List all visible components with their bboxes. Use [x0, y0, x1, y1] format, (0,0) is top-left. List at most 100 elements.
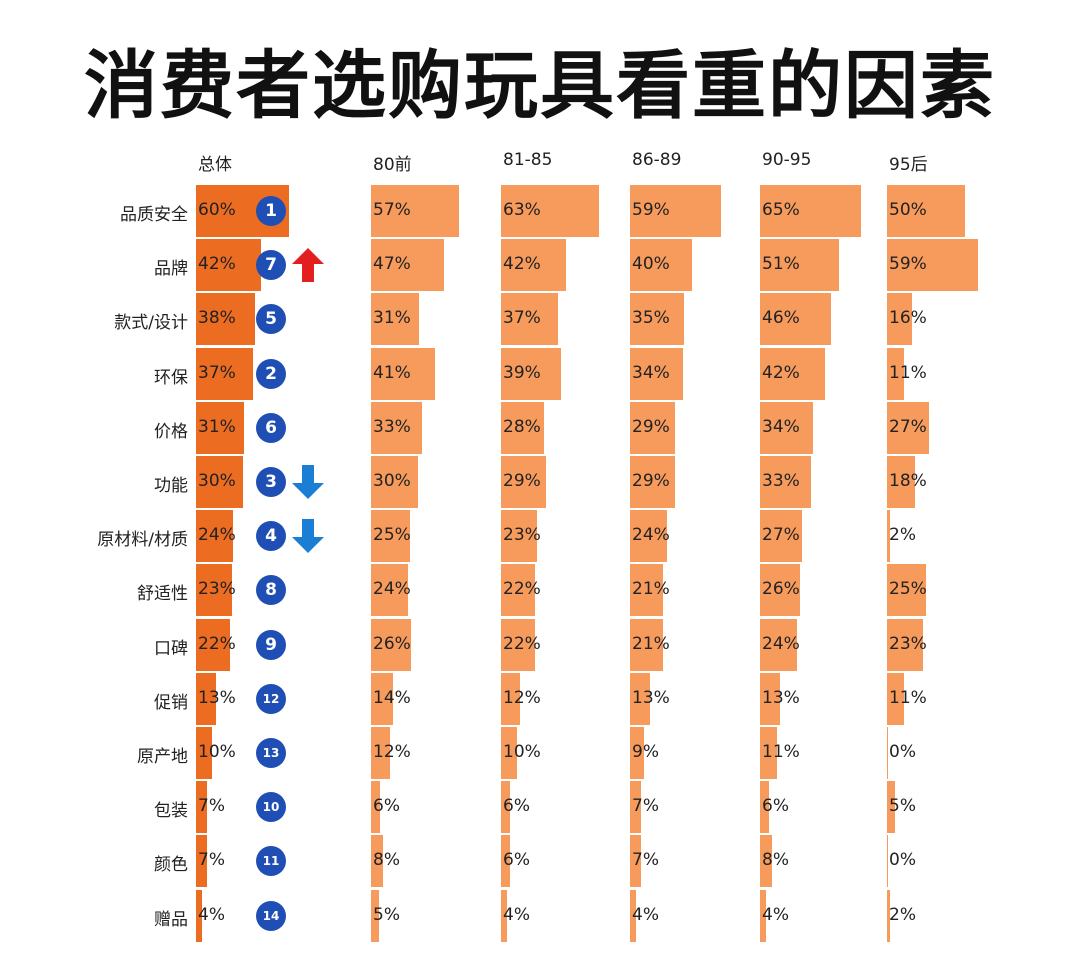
data-label: 2% [889, 525, 916, 546]
data-label: 8% [373, 850, 400, 871]
bar [887, 835, 888, 888]
bar [887, 889, 891, 942]
data-label: 11% [889, 687, 927, 708]
category-label: 包装 [154, 801, 188, 822]
data-label: 10% [503, 742, 541, 762]
data-label: 6% [503, 850, 530, 871]
bar [196, 510, 234, 563]
rank-badge: 12 [256, 683, 286, 714]
bar [501, 185, 599, 237]
column-header: 80前 [373, 155, 412, 175]
data-label: 34% [762, 416, 800, 437]
rank-badge: 8 [256, 575, 286, 606]
data-label: 16% [889, 308, 927, 329]
data-label: 12% [373, 742, 411, 762]
bar [501, 293, 559, 346]
bar [887, 618, 923, 671]
column-header: 95后 [889, 155, 928, 175]
bar [501, 401, 545, 454]
arrow-down-icon [292, 465, 324, 499]
data-label: 33% [373, 416, 411, 437]
bar [887, 293, 912, 346]
data-label: 39% [503, 362, 541, 383]
data-label: 41% [373, 362, 411, 383]
bar [501, 347, 562, 400]
bar [760, 456, 812, 508]
bar [887, 510, 891, 563]
data-label: 22% [198, 633, 236, 654]
category-label: 舒适性 [137, 584, 188, 605]
bar [760, 564, 801, 617]
bar [501, 781, 511, 834]
bar [501, 564, 536, 617]
bar [630, 185, 722, 237]
category-label: 环保 [154, 367, 188, 388]
bar [371, 889, 379, 942]
rank-badge: 2 [256, 358, 286, 389]
data-label: 30% [373, 471, 411, 491]
data-label: 26% [762, 579, 800, 600]
bar [196, 293, 255, 346]
category-label: 颜色 [154, 855, 188, 876]
rank-badge: 1 [256, 196, 286, 226]
bar [196, 401, 245, 454]
data-label: 4% [762, 904, 789, 925]
data-label: 59% [632, 200, 670, 220]
data-label: 4% [198, 904, 225, 925]
bar [196, 835, 207, 888]
data-label: 18% [889, 471, 927, 491]
bar [887, 347, 905, 400]
data-label: 42% [762, 362, 800, 383]
data-label: 42% [198, 254, 236, 275]
bar [887, 185, 965, 237]
bar [887, 401, 929, 454]
rank-badge: 6 [256, 412, 286, 443]
rank-badge: 4 [256, 521, 286, 552]
bar [371, 672, 393, 725]
column-header: 81-85 [503, 150, 553, 170]
rank-badge: 10 [256, 792, 286, 823]
category-label: 原产地 [137, 747, 188, 767]
bar [760, 835, 773, 888]
bar [501, 835, 511, 888]
arrow-down-icon [292, 519, 324, 554]
data-label: 25% [889, 579, 927, 600]
bar [501, 889, 508, 942]
bar [630, 401, 675, 454]
data-label: 13% [198, 687, 236, 708]
bar [371, 727, 390, 779]
rank-badge: 9 [256, 629, 286, 660]
data-label: 31% [373, 308, 411, 329]
bar [760, 727, 778, 779]
category-label: 品质安全 [120, 205, 188, 225]
data-label: 4% [503, 904, 530, 925]
data-label: 29% [503, 471, 541, 491]
bar [371, 185, 460, 237]
bar [630, 347, 683, 400]
data-label: 7% [198, 796, 225, 817]
bar [887, 781, 895, 834]
bar [760, 781, 770, 834]
bar [887, 564, 926, 617]
bar [760, 293, 832, 346]
category-label: 品牌 [154, 259, 188, 280]
bar [196, 347, 254, 400]
data-label: 25% [373, 525, 411, 546]
bar [630, 781, 641, 834]
rank-badge: 13 [256, 738, 286, 768]
data-label: 23% [198, 579, 236, 600]
bar [760, 185, 861, 237]
data-label: 57% [373, 200, 411, 220]
category-label: 功能 [154, 476, 188, 496]
data-label: 6% [762, 796, 789, 817]
bar [630, 564, 663, 617]
data-label: 8% [762, 850, 789, 871]
data-label: 10% [198, 742, 236, 762]
bar [760, 401, 813, 454]
bar [887, 239, 979, 292]
bar [760, 618, 798, 671]
rank-badge: 7 [256, 250, 286, 281]
bar [630, 889, 637, 942]
bar [630, 510, 668, 563]
